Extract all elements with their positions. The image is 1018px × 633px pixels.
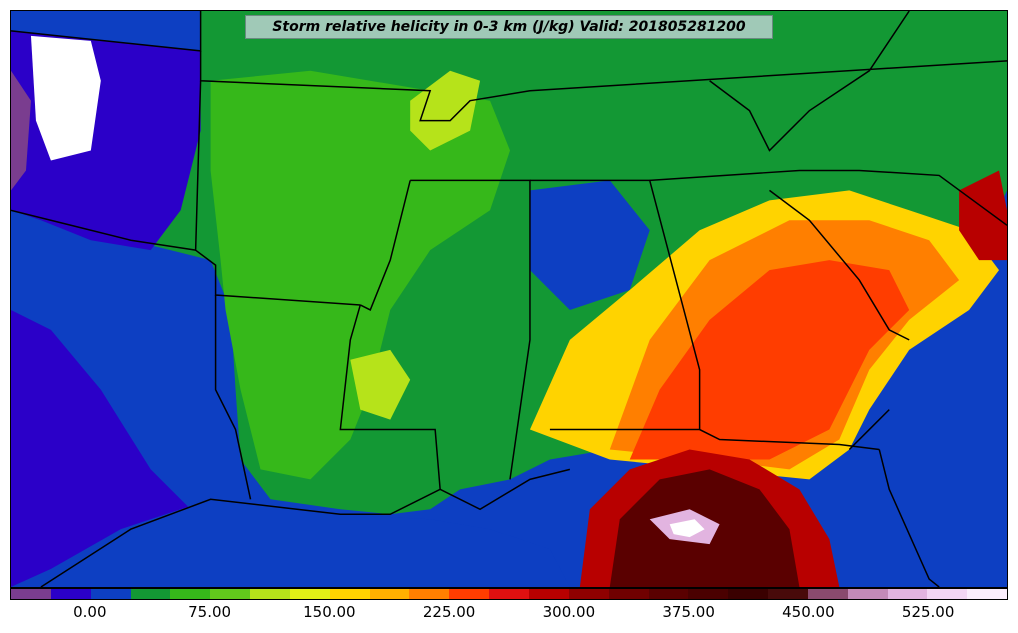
southwest-violet-region — [11, 309, 191, 587]
border-line — [410, 179, 531, 480]
colorbar-swatch — [329, 589, 370, 599]
colorbar-tick-label: 0.00 — [73, 603, 107, 621]
border-line — [878, 449, 940, 587]
border-line — [214, 295, 252, 500]
border-line — [40, 468, 571, 587]
colorbar-swatch — [608, 589, 649, 599]
purple-patch-west — [11, 70, 31, 191]
red-patch-northeast — [959, 170, 1007, 261]
colorbar-swatch — [967, 589, 1008, 599]
colorbar-swatch — [847, 589, 888, 599]
colorbar-swatch — [11, 589, 51, 599]
border-line — [199, 50, 1007, 122]
colorbar-swatch — [449, 589, 490, 599]
colorbar-swatch — [210, 589, 251, 599]
colorbar-swatch — [130, 589, 171, 599]
white-core — [669, 519, 705, 538]
colorbar-swatch — [927, 589, 968, 599]
border-line — [709, 11, 910, 152]
border-line — [339, 304, 441, 490]
colorbar-swatch — [250, 589, 290, 599]
colorbar-tick-label: 225.00 — [422, 603, 476, 621]
colorbar — [10, 588, 1008, 600]
colorbar-swatch — [369, 589, 410, 599]
colorbar-swatch — [768, 589, 808, 599]
colorbar-swatch — [170, 589, 211, 599]
map-title: Storm relative helicity in 0-3 km (J/kg)… — [245, 15, 773, 39]
colorbar-tick-label: 375.00 — [662, 603, 715, 621]
colorbar-tick-label: 150.00 — [303, 603, 356, 621]
border-line — [529, 179, 701, 430]
colorbar-tick-labels: 0.00 75.00 150.00 225.00 300.00 375.00 450.00 5… — [10, 603, 1008, 627]
border-line — [769, 189, 910, 341]
state-borders — [11, 11, 1007, 587]
helicity-map — [11, 11, 1007, 587]
border-line — [649, 169, 1007, 226]
colorbar-swatch — [50, 589, 91, 599]
border-line — [194, 80, 361, 306]
border-line — [359, 180, 411, 311]
colorbar-swatch — [568, 589, 609, 599]
colorbar-swatch — [409, 589, 450, 599]
colorbar-swatch — [728, 589, 769, 599]
colorbar-tick-label: 75.00 — [188, 603, 232, 621]
colorbar-swatch — [807, 589, 848, 599]
colorbar-tick-label: 300.00 — [542, 603, 596, 621]
colorbar-swatch — [489, 589, 529, 599]
colorbar-swatch — [648, 589, 689, 599]
colorbar-swatch — [528, 589, 569, 599]
map-title-text: Storm relative helicity in 0-3 km (J/kg)… — [272, 19, 746, 35]
lime-patch-mississippi — [350, 349, 411, 420]
colorbar-swatch — [887, 589, 928, 599]
colorbar-swatch — [90, 589, 131, 599]
central-green-region — [210, 70, 510, 480]
colorbar-tick-label: 450.00 — [782, 603, 835, 621]
blue-patch-east — [529, 180, 650, 310]
white-patch-west — [30, 35, 101, 161]
border-line — [11, 209, 196, 251]
colorbar-swatch — [289, 589, 330, 599]
colorbar-swatch — [688, 589, 729, 599]
map-panel — [10, 10, 1008, 588]
border-line — [848, 409, 890, 451]
colorbar-tick-label: 525.00 — [901, 603, 955, 621]
